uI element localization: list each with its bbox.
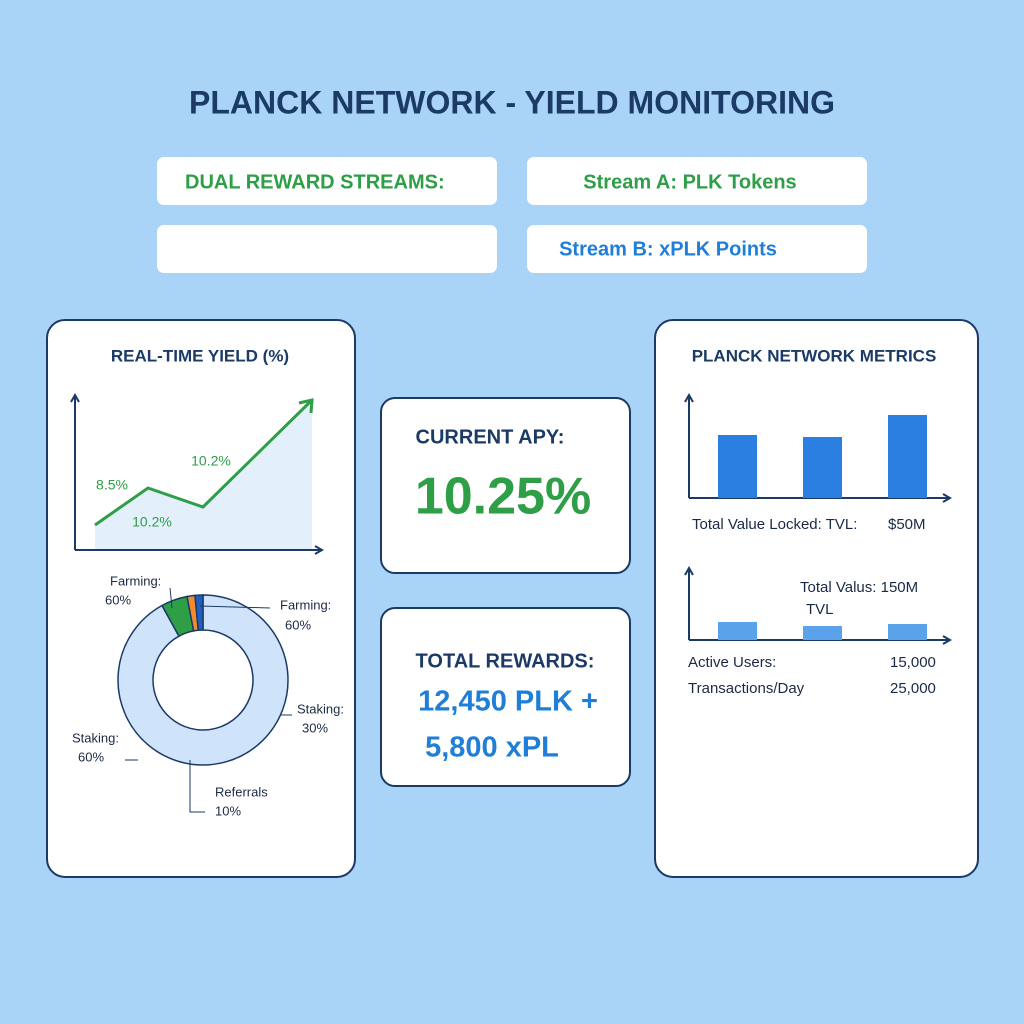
line-area bbox=[95, 400, 312, 550]
donut-label: 60% bbox=[78, 749, 104, 764]
leader-line bbox=[169, 587, 173, 609]
rewards-value: 5,800 xPL bbox=[425, 732, 559, 764]
line-annotation: 10.2% bbox=[132, 514, 172, 530]
panel-title: REAL-TIME YIELD (%) bbox=[111, 346, 289, 365]
leader-line bbox=[189, 760, 205, 813]
rewards-card bbox=[380, 607, 631, 787]
donut-label: Staking: bbox=[72, 730, 119, 745]
users-note: Total Valus: 150M bbox=[800, 579, 918, 596]
apy-label: CURRENT APY: bbox=[416, 426, 565, 448]
stream-a: Stream A: PLK Tokens bbox=[583, 171, 796, 193]
bar bbox=[888, 415, 927, 498]
rewards-label: TOTAL REWARDS: bbox=[416, 650, 595, 672]
stream-box bbox=[527, 225, 867, 273]
donut-label: 60% bbox=[285, 617, 311, 632]
metrics-panel bbox=[654, 319, 979, 878]
donut-label: Staking: bbox=[297, 701, 344, 716]
users-note: TVL bbox=[806, 601, 834, 618]
metric-value: 25,000 bbox=[890, 680, 936, 697]
donut-segment bbox=[117, 594, 289, 766]
bar-charts bbox=[684, 392, 953, 645]
donut-label: Farming: bbox=[280, 597, 331, 612]
stream-box bbox=[157, 157, 497, 205]
page-title: PLANCK NETWORK - YIELD MONITORING bbox=[189, 84, 835, 120]
axis bbox=[684, 565, 694, 640]
panel-title: PLANCK NETWORK METRICS bbox=[692, 346, 937, 365]
donut-label: Referrals bbox=[215, 784, 268, 799]
arrow-head bbox=[298, 398, 314, 414]
bar bbox=[803, 437, 842, 498]
bar bbox=[803, 626, 842, 640]
line-chart: 8.5% 10.2% 10.2% bbox=[70, 392, 325, 555]
bar bbox=[718, 435, 757, 498]
rewards-value: 12,450 PLK + bbox=[418, 686, 598, 718]
donut-label: 30% bbox=[302, 720, 328, 735]
bar bbox=[888, 624, 927, 640]
metric-label: Transactions/Day bbox=[688, 680, 805, 697]
stream-box bbox=[527, 157, 867, 205]
axis bbox=[684, 392, 694, 498]
donut-chart: Farming: 60% Farming: 60% Staking: 30% Staking… bbox=[72, 573, 344, 818]
yield-line bbox=[94, 398, 314, 527]
line-annotation: 10.2% bbox=[191, 453, 231, 469]
axis bbox=[70, 392, 80, 550]
streams-label: DUAL REWARD STREAMS: bbox=[185, 171, 445, 193]
donut-label: Farming: bbox=[110, 573, 161, 588]
bar bbox=[718, 622, 757, 640]
leader-line bbox=[199, 605, 271, 609]
tvl-label: Total Value Locked: TVL: bbox=[692, 516, 857, 533]
tvl-value: $50M bbox=[888, 516, 926, 533]
stream-box bbox=[157, 225, 497, 273]
apy-value: 10.25% bbox=[415, 468, 591, 526]
axis bbox=[75, 545, 325, 555]
donut-segment bbox=[194, 594, 204, 632]
metric-label: Active Users: bbox=[688, 654, 776, 671]
apy-card bbox=[380, 397, 631, 574]
donut-label: 60% bbox=[105, 592, 131, 607]
metric-value: 15,000 bbox=[890, 654, 936, 671]
stream-b: Stream B: xPLK Points bbox=[559, 238, 777, 260]
donut-label: 10% bbox=[215, 803, 241, 818]
line-annotation: 8.5% bbox=[96, 477, 128, 493]
